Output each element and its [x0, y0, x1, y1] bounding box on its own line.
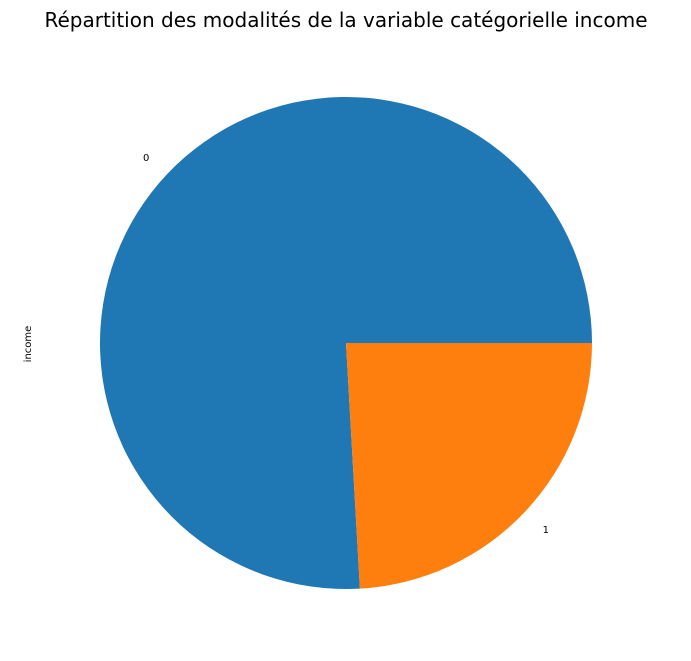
slice-label-0: 0 [143, 153, 149, 164]
chart-title: Répartition des modalités de la variable… [44, 8, 647, 32]
pie-slices [99, 96, 592, 589]
pie-slice-1 [346, 343, 592, 589]
slice-labels: 01 [143, 153, 549, 536]
y-axis-label: income [23, 326, 34, 363]
slice-label-1: 1 [543, 525, 549, 536]
pie-slice-0 [99, 96, 592, 589]
